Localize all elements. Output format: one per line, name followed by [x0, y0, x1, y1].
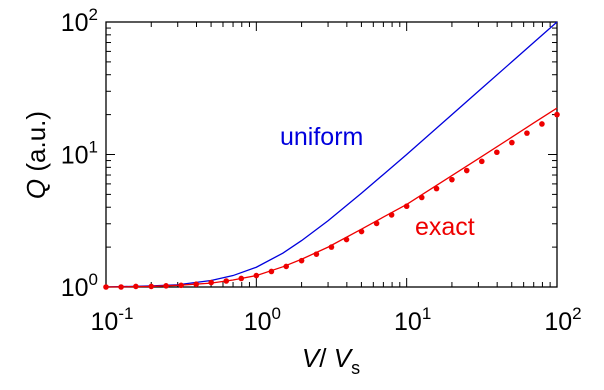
exact-point [554, 111, 560, 118]
exact-point [178, 282, 184, 289]
exact-point [223, 278, 230, 284]
exact-point [148, 283, 155, 290]
x-tick-label: 100 [244, 304, 281, 336]
exact-point [328, 244, 335, 250]
exact-point [193, 281, 199, 287]
exact-point [494, 149, 500, 156]
exact-point [268, 268, 275, 275]
exact-point [283, 263, 290, 270]
annotation-uniform: uniform [280, 123, 363, 151]
exact-point [133, 283, 139, 290]
x-tick-label: 10-1 [91, 304, 134, 336]
x-axis-label: V/ Vs [302, 343, 360, 378]
exact-point [298, 257, 305, 264]
exact-point [118, 284, 124, 290]
x-axis-label-sep: / [319, 343, 333, 373]
exact-point [103, 284, 109, 290]
x-axis-label-main2: V [334, 343, 354, 373]
y-axis-label: Q (a.u.) [21, 111, 51, 199]
series-layer [103, 21, 560, 290]
exact-point [418, 194, 425, 201]
plot-frame [105, 21, 558, 288]
x-tick-label: 102 [544, 304, 581, 336]
exact-point [433, 185, 440, 192]
exact-point [343, 236, 350, 243]
y-tick-label: 100 [61, 270, 98, 302]
series-line-exact [105, 107, 558, 288]
y-axis-label-main: Q [21, 179, 51, 199]
exact-point [449, 176, 455, 183]
exact-point [388, 212, 395, 218]
x-tick-label: 101 [394, 304, 431, 336]
y-tick-label: 102 [61, 5, 98, 37]
x-axis-label-sub: s [351, 358, 360, 378]
exact-point [313, 251, 320, 257]
annotation-exact: exact [415, 213, 475, 241]
exact-point [478, 158, 485, 165]
exact-point [524, 130, 530, 136]
y-axis-label-unit: (a.u.) [21, 111, 51, 179]
exact-point [509, 139, 515, 146]
series-line-uniform [105, 21, 558, 288]
exact-point [208, 279, 215, 286]
exact-point [373, 220, 380, 227]
exact-point [358, 228, 365, 235]
x-axis-label-main: V [302, 343, 322, 373]
exact-point [238, 275, 245, 282]
exact-point [163, 283, 169, 289]
exact-point [539, 121, 545, 127]
exact-point [253, 272, 260, 279]
exact-point [463, 167, 470, 174]
y-tick-label: 101 [61, 138, 98, 170]
exact-point [403, 203, 410, 210]
